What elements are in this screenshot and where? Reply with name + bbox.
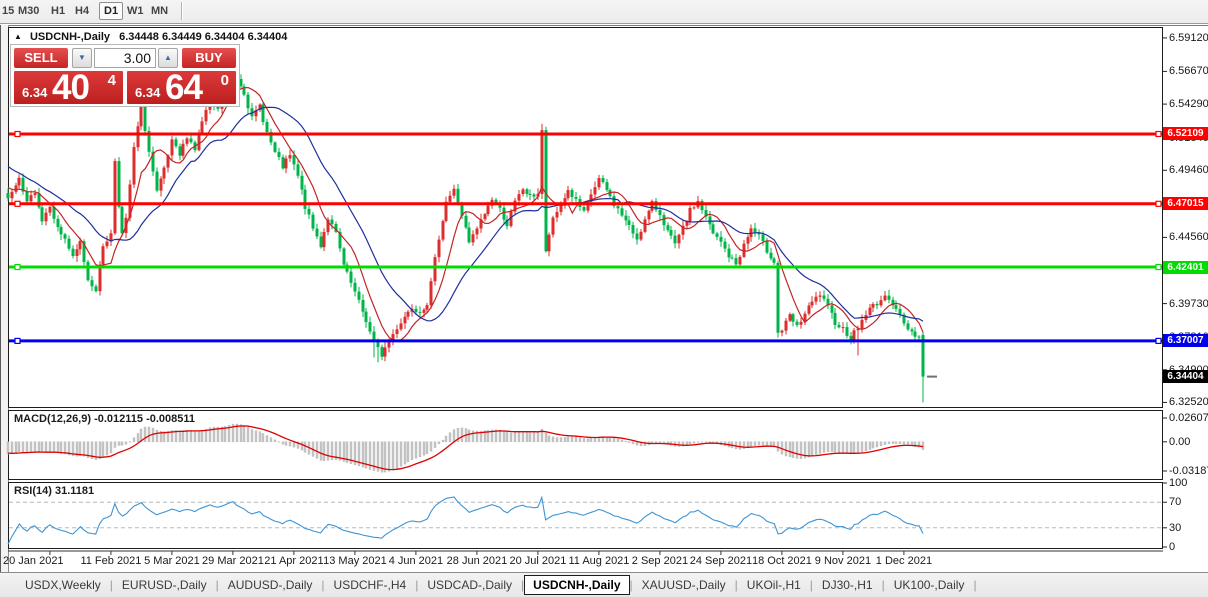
price-axis-tick: 6.54290 bbox=[1169, 98, 1208, 111]
date-axis-label: 29 Mar 2021 bbox=[202, 555, 264, 567]
date-axis-label: 28 Jun 2021 bbox=[446, 555, 508, 567]
tab-separator: | bbox=[109, 578, 113, 592]
sell-price-sup: 4 bbox=[107, 72, 116, 89]
tab-eurusd-daily[interactable]: EURUSD-,Daily bbox=[121, 578, 207, 592]
sell-price-small: 6.34 bbox=[22, 85, 48, 100]
date-axis-label: 11 Feb 2021 bbox=[80, 555, 142, 567]
price-axis-tick: 6.56670 bbox=[1169, 65, 1208, 78]
price-axis-tick: 6.44560 bbox=[1169, 231, 1208, 244]
date-axis-label: 21 Apr 2021 bbox=[264, 555, 324, 567]
price-scale[interactable] bbox=[1163, 26, 1208, 571]
tab-audusd-daily[interactable]: AUDUSD-,Daily bbox=[227, 578, 313, 592]
price-axis-tick: 6.32520 bbox=[1169, 396, 1208, 409]
sell-price-big: 40 bbox=[52, 68, 90, 107]
timeframe-button-15[interactable]: 15 bbox=[2, 5, 15, 17]
date-axis-label: 9 Nov 2021 bbox=[814, 555, 872, 567]
price-level-badge-6.47015: 6.47015 bbox=[1163, 197, 1208, 211]
buy-price-sup: 0 bbox=[220, 72, 229, 89]
buy-price-panel[interactable]: 6.34 64 0 bbox=[127, 68, 236, 107]
tab-separator: | bbox=[415, 578, 419, 592]
tab-xauusd-daily[interactable]: XAUUSD-,Daily bbox=[641, 578, 726, 592]
macd-pane[interactable] bbox=[8, 410, 1163, 480]
tab-separator: | bbox=[215, 578, 219, 592]
timeframe-button-W1[interactable]: W1 bbox=[127, 5, 144, 17]
price-axis-tick: 6.59120 bbox=[1169, 31, 1208, 44]
chart-title: ▲ USDCNH-,Daily 6.34448 6.34449 6.34404 … bbox=[14, 31, 287, 43]
date-axis-label: 4 Jun 2021 bbox=[388, 555, 444, 567]
ohlc-quotes: 6.34448 6.34449 6.34404 6.34404 bbox=[119, 31, 288, 43]
date-axis-label: 1 Dec 2021 bbox=[875, 555, 933, 567]
tab-separator: | bbox=[881, 578, 885, 592]
rsi-label: RSI(14) 31.1181 bbox=[14, 485, 95, 497]
price-level-badge-6.52109: 6.52109 bbox=[1163, 127, 1208, 141]
price-level-badge-6.37007: 6.37007 bbox=[1163, 334, 1208, 348]
rsi-axis-tick: 100 bbox=[1169, 477, 1188, 489]
macd-axis-tick: 0.02607 bbox=[1169, 411, 1208, 424]
macd-label: MACD(12,26,9) -0.012115 -0.008511 bbox=[14, 413, 196, 425]
date-axis-label: 20 Jul 2021 bbox=[509, 555, 567, 567]
tab-separator: | bbox=[809, 578, 813, 592]
volume-decrease-button[interactable]: ▼ bbox=[72, 48, 92, 68]
tab-usdcnh-daily[interactable]: USDCNH-,Daily bbox=[524, 575, 630, 595]
tab-separator: | bbox=[321, 578, 325, 592]
tab-separator: | bbox=[734, 578, 738, 592]
tab-usdchf-h4[interactable]: USDCHF-,H4 bbox=[333, 578, 407, 592]
date-axis-label: 24 Sep 2021 bbox=[689, 555, 753, 567]
volume-input[interactable] bbox=[94, 48, 156, 68]
price-axis-tick: 6.39730 bbox=[1169, 297, 1208, 310]
tab-dj30-h1[interactable]: DJ30-,H1 bbox=[821, 578, 873, 592]
timeframe-button-H4[interactable]: H4 bbox=[75, 5, 90, 17]
timeframe-toolbar: 15 M30 H1 H4 D1 W1 MN bbox=[0, 0, 1208, 24]
date-axis-label: 18 Oct 2021 bbox=[751, 555, 812, 567]
price-level-badge-6.42401: 6.42401 bbox=[1163, 260, 1208, 274]
collapse-arrow-icon[interactable]: ▲ bbox=[14, 32, 22, 41]
price-axis-tick: 6.49460 bbox=[1169, 164, 1208, 177]
rsi-pane[interactable] bbox=[8, 482, 1163, 549]
timeframe-button-M30[interactable]: M30 bbox=[18, 5, 40, 17]
date-axis-label: 5 Mar 2021 bbox=[144, 555, 200, 567]
timeframe-button-MN[interactable]: MN bbox=[151, 5, 169, 17]
sell-button[interactable]: SELL bbox=[14, 48, 68, 68]
macd-axis-tick: -0.03187 bbox=[1169, 464, 1208, 477]
one-click-trade-widget: SELL ▼ ▲ BUY 6.34 40 4 6.34 64 0 bbox=[10, 44, 240, 107]
buy-price-big: 64 bbox=[165, 68, 203, 107]
timeframe-button-D1[interactable]: D1 bbox=[99, 2, 124, 20]
rsi-axis-tick: 70 bbox=[1169, 496, 1182, 509]
buy-price-small: 6.34 bbox=[135, 85, 161, 100]
current-price-badge: 6.34404 bbox=[1163, 370, 1208, 384]
date-axis-label: 2 Sep 2021 bbox=[631, 555, 689, 567]
tab-usdcad-daily[interactable]: USDCAD-,Daily bbox=[427, 578, 513, 592]
sell-price-panel[interactable]: 6.34 40 4 bbox=[14, 68, 123, 107]
toolbar-divider bbox=[181, 2, 183, 20]
date-axis-label: 20 Jan 2021 bbox=[3, 555, 64, 567]
tab-ukoil-h1[interactable]: UKOil-,H1 bbox=[746, 578, 801, 592]
tab-uk100-daily[interactable]: UK100-,Daily bbox=[893, 578, 965, 592]
tab-separator: | bbox=[973, 578, 977, 592]
buy-button[interactable]: BUY bbox=[182, 48, 236, 68]
date-axis-label: 13 May 2021 bbox=[323, 555, 387, 567]
down-arrow-icon: ▼ bbox=[78, 53, 86, 62]
symbol-title: USDCNH-,Daily bbox=[29, 31, 111, 43]
up-arrow-icon: ▲ bbox=[164, 53, 172, 62]
rsi-axis-tick: 30 bbox=[1169, 521, 1182, 534]
rsi-axis-tick: 0 bbox=[1169, 541, 1176, 553]
window-top-border bbox=[0, 25, 1208, 26]
tab-separator: | bbox=[629, 578, 633, 592]
macd-axis-tick: 0.00 bbox=[1169, 435, 1191, 448]
timeframe-button-H1[interactable]: H1 bbox=[51, 5, 66, 17]
volume-increase-button[interactable]: ▲ bbox=[158, 48, 178, 68]
tab-usdx-weekly[interactable]: USDX,Weekly bbox=[25, 578, 101, 592]
chart-tab-bar: USDX,Weekly | EURUSD-,Daily | AUDUSD-,Daily |… bbox=[0, 572, 1208, 597]
date-axis-label: 11 Aug 2021 bbox=[568, 555, 630, 567]
tab-separator: | bbox=[521, 578, 525, 592]
